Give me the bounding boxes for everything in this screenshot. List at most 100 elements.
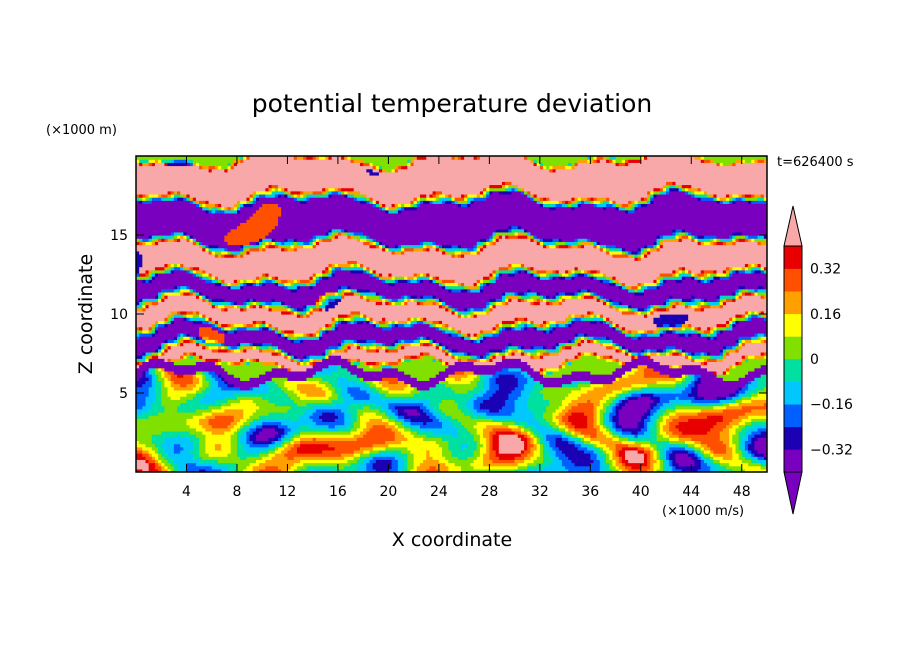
contour-cell [580,393,585,397]
contour-cell [555,437,560,441]
contour-cell [429,459,434,464]
contour-cell [678,411,683,416]
contour-cell [536,440,541,445]
contour-cell [647,418,651,423]
contour-cell [271,408,276,413]
contour-cell [628,418,632,423]
contour-cell [385,434,389,438]
contour-cell [457,415,462,419]
contour-cell [350,437,355,441]
contour-cell [684,468,689,472]
contour-cell [268,443,273,448]
contour-cell [189,446,194,451]
contour-cell [533,430,538,435]
contour-cell [265,430,270,435]
contour-cell [735,421,740,426]
contour-cell [322,440,326,445]
contour-cell [684,453,689,457]
contour-cell [618,399,623,404]
contour-cell [527,427,531,432]
contour-cell [246,434,251,438]
contour-cell [703,427,708,432]
contour-cell [199,418,203,423]
contour-cell [303,402,307,407]
contour-cell [489,405,494,410]
contour-cell [703,449,708,454]
contour-cell [716,405,721,410]
contour-cell [438,396,443,400]
contour-cell [520,418,525,423]
contour-cell [388,405,393,410]
contour-cell [221,405,225,410]
contour-cell [634,418,639,423]
contour-cell [300,405,304,410]
contour-cell [151,468,156,472]
contour-cell [757,462,762,467]
contour-cell [164,462,169,467]
contour-cell [606,393,610,397]
contour-cell [691,437,696,441]
contour-cell [505,437,509,441]
contour-cell [344,434,348,438]
contour-cell [356,415,361,419]
contour-cell [533,408,538,413]
contour-cell [483,421,487,426]
contour-cell [590,408,595,413]
contour-cell [277,393,282,397]
contour-cell [410,459,415,464]
contour-cell [533,449,538,454]
contour-cell [498,465,503,470]
contour-cell [555,449,560,454]
contour-cell [741,427,746,432]
contour-cell [394,424,399,429]
contour-cell [438,440,443,445]
contour-cell [735,453,740,457]
contour-cell [584,411,588,416]
contour-cell [514,399,519,404]
contour-cell [287,449,292,454]
contour-cell [306,443,311,448]
contour-cell [334,396,339,400]
contour-cell [271,443,276,448]
contour-cell [713,415,718,419]
contour-cell [158,430,162,435]
contour-cell [315,446,320,451]
contour-cell [684,399,689,404]
contour-cell [372,462,377,467]
contour-cell [277,434,282,438]
contour-cell [337,424,342,429]
contour-cell [385,465,389,470]
contour-cell [539,462,544,467]
contour-cell [625,453,629,457]
contour-cell [539,453,544,457]
contour-cell [230,411,235,416]
contour-cell [558,408,563,413]
contour-cell [448,456,453,460]
contour-cell [360,424,364,429]
contour-cell [426,440,431,445]
contour-cell [341,405,345,410]
contour-cell [577,415,582,419]
contour-cell [205,424,210,429]
contour-cell [643,453,648,457]
contour-cell [527,418,531,423]
contour-cell [303,427,307,432]
contour-cell [180,462,184,467]
contour-cell [249,453,254,457]
contour-cell [577,468,582,472]
contour-cell [738,418,743,423]
contour-cell [284,462,289,467]
contour-cell [483,456,487,460]
contour-cell [202,456,207,460]
contour-cell [164,449,169,454]
contour-cell [252,430,257,435]
contour-cell [580,456,585,460]
contour-cell [621,430,626,435]
contour-cell [243,434,248,438]
contour-cell [388,418,393,423]
contour-cell [602,437,607,441]
contour-cell [514,418,519,423]
contour-cell [404,465,408,470]
contour-cell [527,402,531,407]
contour-cell [318,459,323,464]
